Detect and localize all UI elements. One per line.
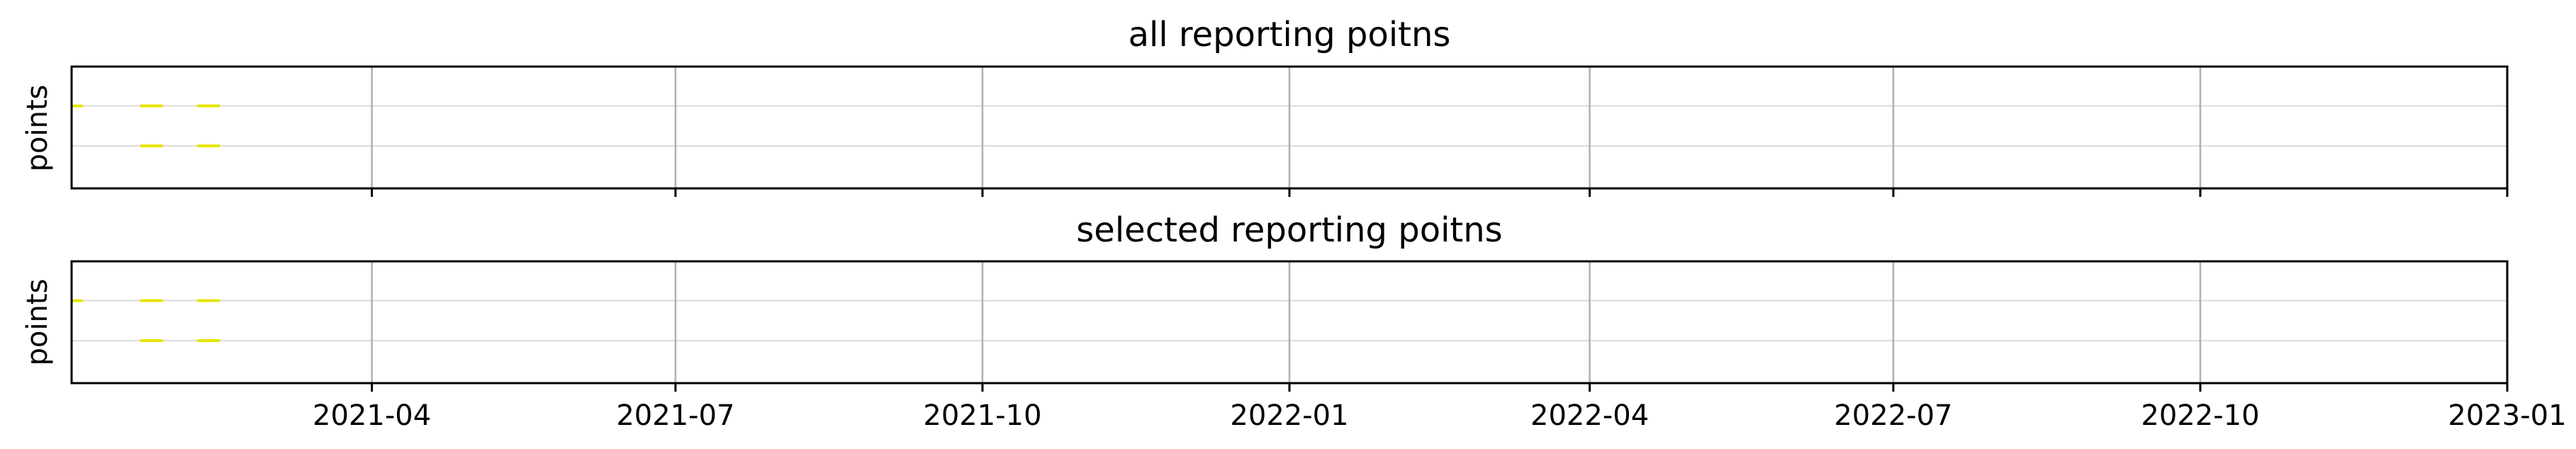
x-tick-label: 2021-10 (923, 399, 1041, 432)
y-axis-label: points (21, 279, 54, 366)
data-marks (72, 104, 220, 147)
x-ticks: 2021-04 2021-07 2021-10 2022-01 2022-04 2022-… (313, 383, 2567, 432)
gridlines (72, 67, 2509, 188)
x-tick-label: 2021-04 (313, 399, 431, 432)
chart-panel-selected: selected reporting poitns points 2021-04… (21, 210, 2567, 432)
x-tick-label: 2023-01 (2448, 399, 2566, 432)
x-tick-label: 2022-01 (1230, 399, 1348, 432)
chart-panel-all: all reporting poitns points (21, 15, 2509, 197)
chart-title: all reporting poitns (1129, 15, 1451, 55)
x-tick-label: 2022-04 (1530, 399, 1649, 432)
x-tick-label: 2022-07 (1834, 399, 1952, 432)
y-axis-label: points (21, 85, 54, 172)
x-tick-label: 2021-07 (616, 399, 734, 432)
x-ticks (371, 188, 2509, 197)
chart-title: selected reporting poitns (1076, 210, 1502, 250)
data-marks (72, 299, 220, 342)
x-tick-label: 2022-10 (2141, 399, 2259, 432)
gridlines (72, 261, 2509, 383)
